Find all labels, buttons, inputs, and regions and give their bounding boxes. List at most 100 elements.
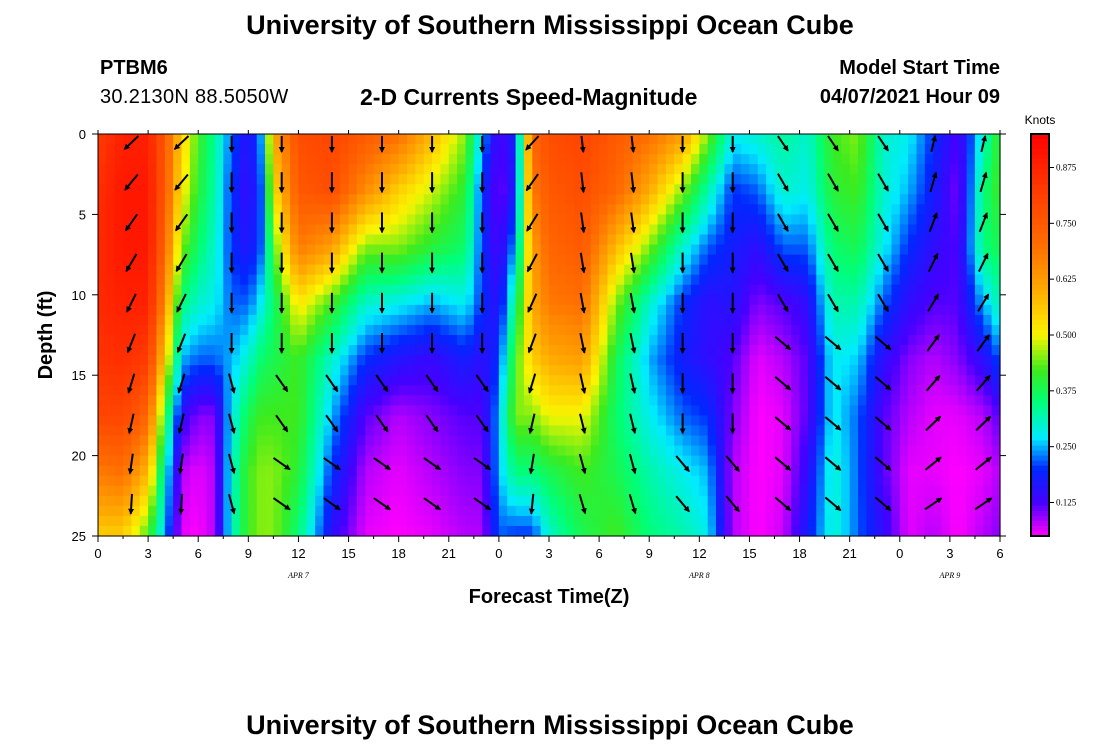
- current-arrow: [579, 135, 586, 153]
- heatmap-cell: [799, 505, 809, 517]
- heatmap-cell: [407, 274, 416, 286]
- heatmap-cell: [807, 184, 817, 195]
- heatmap-cell: [381, 495, 391, 507]
- heatmap-cell: [440, 375, 450, 386]
- heatmap-cell: [281, 415, 291, 427]
- heatmap-cell: [782, 365, 792, 376]
- heatmap-cell: [624, 525, 634, 537]
- heatmap-cell: [766, 425, 776, 437]
- heatmap-cell: [348, 134, 358, 145]
- heatmap-cell: [891, 284, 901, 296]
- heatmap-cell: [198, 355, 208, 366]
- heatmap-cell: [465, 154, 475, 165]
- heatmap-cell: [549, 294, 558, 306]
- heatmap-cell: [766, 515, 776, 527]
- heatmap-cell: [941, 345, 951, 356]
- heatmap-cell: [457, 314, 467, 326]
- heatmap-cell: [883, 435, 893, 447]
- heatmap-cell: [123, 495, 133, 507]
- heatmap-cell: [791, 505, 801, 517]
- current-arrow: [628, 453, 637, 475]
- heatmap-cell: [398, 395, 408, 406]
- x-tick-label: 3: [946, 546, 953, 561]
- heatmap-cell: [582, 455, 592, 467]
- heatmap-cell: [924, 345, 934, 356]
- heatmap-cell: [782, 164, 792, 175]
- heatmap-cell: [373, 164, 383, 175]
- heatmap-cell: [774, 184, 784, 195]
- current-vectors: [123, 135, 993, 515]
- heatmap-cell: [841, 345, 851, 356]
- heatmap-cell: [214, 405, 224, 416]
- heatmap-cell: [198, 375, 208, 386]
- heatmap-cell: [858, 395, 867, 406]
- heatmap-cell: [440, 314, 450, 326]
- heatmap-cell: [599, 375, 609, 386]
- heatmap-cell: [649, 345, 659, 356]
- heatmap-cell: [924, 174, 934, 185]
- heatmap-cell: [991, 345, 1001, 356]
- heatmap-cell: [774, 485, 784, 497]
- heatmap-cell: [315, 144, 325, 155]
- heatmap-cell: [682, 415, 692, 427]
- heatmap-cell: [665, 144, 675, 155]
- heatmap-cell: [398, 525, 408, 537]
- heatmap-cell: [866, 445, 876, 457]
- heatmap-cell: [131, 465, 141, 477]
- heatmap-cell: [991, 475, 1001, 487]
- heatmap-cell: [624, 284, 634, 296]
- heatmap-cell: [991, 385, 1001, 396]
- heatmap-cell: [515, 395, 525, 406]
- heatmap-cell: [983, 365, 993, 376]
- heatmap-cell: [331, 505, 341, 517]
- heatmap-cell: [265, 154, 274, 165]
- heatmap-cell: [256, 335, 266, 346]
- heatmap-cell: [699, 505, 709, 517]
- heatmap-cell: [457, 144, 467, 155]
- heatmap-cell: [490, 274, 500, 286]
- heatmap-cell: [348, 365, 358, 376]
- heatmap-cell: [273, 405, 283, 416]
- heatmap-cell: [273, 515, 283, 527]
- heatmap-cell: [949, 335, 959, 346]
- heatmap-cell: [991, 435, 1001, 447]
- heatmap-cell: [340, 485, 350, 497]
- colorbar-segment: [1031, 520, 1049, 527]
- heatmap-cell: [198, 515, 208, 527]
- heatmap-cell: [390, 144, 400, 155]
- heatmap-cell: [98, 415, 107, 427]
- colorbar-segment: [1031, 229, 1049, 236]
- heatmap-cell: [807, 505, 817, 517]
- colorbar-segment: [1031, 319, 1049, 326]
- heatmap-cell: [832, 395, 842, 406]
- heatmap-cell: [189, 395, 199, 406]
- day-label: APR 7: [287, 571, 310, 580]
- heatmap-cell: [874, 194, 884, 205]
- heatmap-cell: [507, 324, 517, 336]
- heatmap-cell: [448, 194, 458, 205]
- heatmap-cell: [223, 515, 233, 527]
- heatmap-cell: [206, 415, 216, 427]
- heatmap-cell: [841, 314, 851, 326]
- heatmap-cell: [231, 204, 241, 215]
- heatmap-cell: [941, 204, 951, 215]
- colorbar-segment: [1031, 279, 1049, 286]
- heatmap-cell: [248, 184, 258, 195]
- heatmap-cell: [148, 405, 158, 416]
- heatmap-cell: [807, 244, 817, 256]
- heatmap-cell: [874, 475, 884, 487]
- heatmap-cell: [665, 525, 675, 537]
- heatmap-cell: [983, 435, 993, 447]
- heatmap-cell: [298, 214, 308, 226]
- heatmap-cell: [665, 375, 675, 386]
- heatmap-cell: [983, 184, 993, 195]
- heatmap-cell: [908, 314, 918, 326]
- heatmap-cell: [816, 385, 826, 396]
- heatmap-cell: [139, 335, 149, 346]
- heatmap-cell: [941, 294, 951, 306]
- heatmap-cell: [991, 365, 1001, 376]
- heatmap-cell: [273, 274, 283, 286]
- heatmap-cell: [356, 475, 366, 487]
- heatmap-cell: [549, 435, 558, 447]
- heatmap-cell: [991, 415, 1001, 427]
